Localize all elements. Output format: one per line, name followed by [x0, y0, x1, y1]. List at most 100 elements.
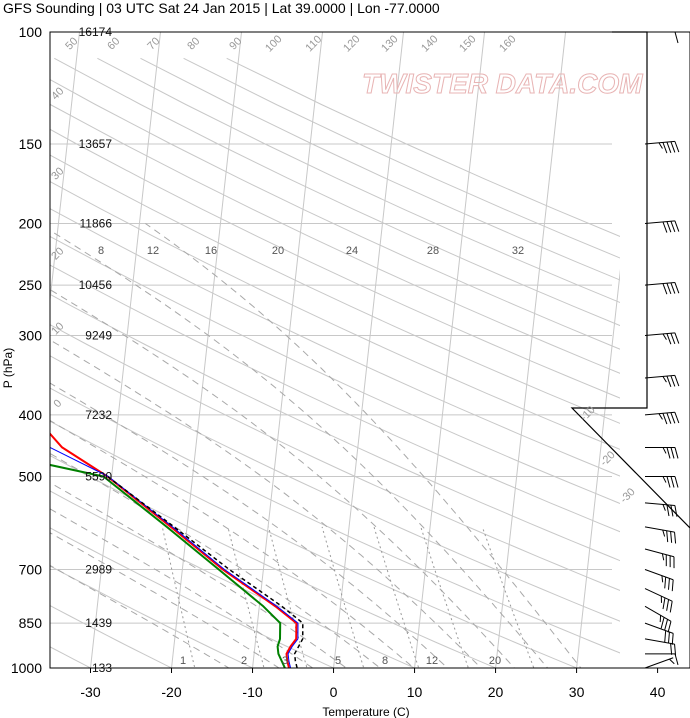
dewpoint-line	[50, 463, 286, 668]
height-label-150: 13657	[79, 137, 113, 151]
dry-adiabat	[50, 387, 620, 654]
isotherm	[171, 32, 243, 668]
moist-adiabat	[50, 382, 449, 668]
dry-adiabat-label: 30	[49, 165, 66, 182]
wind-barb-flag	[667, 578, 670, 590]
x-tick-label: -20	[161, 684, 181, 700]
isotherm	[50, 32, 80, 305]
wind-barb-flag	[666, 599, 670, 611]
height-label-850: 1439	[85, 616, 112, 630]
wind-barb-flag	[666, 333, 672, 345]
dry-adiabat-label: 10	[49, 320, 66, 337]
wind-barb-flag	[662, 376, 667, 383]
dry-adiabat-label: 160	[497, 33, 518, 54]
dry-adiabat	[50, 490, 416, 668]
pressure-tick-250: 250	[19, 277, 43, 293]
wind-barb-staff	[644, 140, 675, 145]
isotherm	[576, 268, 620, 668]
mixing-ratio-label: 1	[180, 655, 186, 667]
x-tick-label: 0	[330, 684, 338, 700]
wind-barb-flag	[671, 579, 674, 592]
wind-barb-flag	[666, 141, 672, 153]
pressure-tick-150: 150	[19, 136, 43, 152]
wind-barb-flag	[674, 653, 679, 665]
isotherm	[495, 32, 567, 668]
temperature-line	[50, 432, 298, 668]
wind-barb-flag	[670, 531, 673, 543]
wind-barb-flag	[670, 505, 674, 517]
dry-adiabat	[50, 79, 620, 350]
wind-barb-flag	[662, 221, 668, 233]
x-axis-label: Temperature (C)	[322, 705, 409, 718]
wind-barb-staff	[644, 638, 675, 645]
wind-barb-staff	[644, 502, 675, 506]
dry-adiabat	[50, 324, 620, 591]
wind-barb-flag	[666, 530, 669, 543]
wind-barb-flag	[671, 633, 674, 645]
sounding-series	[50, 432, 304, 668]
mixing-ratio-label: 2	[241, 655, 247, 667]
wind-barb-flag	[674, 375, 680, 387]
mixing-ratio-line	[373, 526, 420, 668]
wind-barb-flag	[662, 333, 667, 340]
x-tick-label: -10	[242, 684, 262, 700]
wind-barb-flag	[658, 413, 663, 420]
wind-barb-staff	[644, 569, 674, 581]
moist-adiabat	[50, 229, 549, 668]
wind-barb-flag	[662, 504, 666, 511]
mixing-ratio-line	[481, 526, 535, 668]
wind-barb-staff	[644, 526, 675, 533]
dry-adiabat-label: 40	[49, 85, 66, 102]
dry-adiabat-label: 120	[341, 33, 362, 54]
height-label-300: 9249	[85, 328, 112, 342]
moist-adiabat	[50, 564, 230, 668]
isotherm	[658, 32, 690, 668]
wind-barb-flag	[662, 597, 666, 610]
wind-barb-flag	[664, 619, 669, 631]
mixing-ratio-label: 8	[382, 655, 388, 667]
height-label-700: 2989	[85, 562, 112, 576]
wind-barb-flag	[670, 221, 676, 233]
wind-barb-flag	[670, 141, 676, 153]
grid-lines	[50, 32, 690, 668]
wind-barb-flag	[674, 412, 680, 424]
pressure-tick-1000: 1000	[11, 660, 42, 676]
wind-barb-flag	[670, 282, 676, 294]
mixing-ratio-label: 3	[282, 655, 288, 667]
isotherm	[333, 32, 405, 668]
wind-barb-flag	[666, 221, 672, 233]
moist-adiabat	[50, 339, 482, 668]
wind-barb-flag	[660, 617, 665, 629]
mixing-ratio-label: 5	[335, 655, 341, 667]
wind-barb-flag	[674, 31, 679, 44]
moist-adiabat	[50, 289, 515, 668]
dry-adiabat	[50, 154, 620, 424]
dry-adiabat	[50, 264, 620, 533]
wind-barb-flag	[674, 332, 680, 344]
wind-barb-flag	[662, 476, 667, 483]
wind-barb-flag	[670, 375, 676, 387]
wind-barb-staff	[644, 281, 675, 286]
dry-adiabat	[54, 57, 620, 327]
wind-barb-flag	[674, 447, 679, 459]
dry-adiabat-label: 130	[379, 33, 400, 54]
dry-adiabat	[50, 293, 620, 562]
wind-barb-flag	[670, 333, 676, 345]
dry-adiabat	[50, 235, 620, 505]
wind-barb-flag	[662, 413, 668, 425]
dry-adiabat-label: 80	[185, 35, 202, 52]
dry-adiabat-label: 0	[51, 397, 64, 410]
wind-barb-flag	[662, 447, 667, 454]
wind-barb-flag	[666, 504, 670, 517]
wind-barb-flag	[674, 476, 679, 488]
mixing-ratio-line	[420, 526, 469, 668]
mixing-ratio-label: 20	[489, 655, 501, 667]
wind-barb-flag	[674, 532, 677, 544]
pressure-tick-100: 100	[19, 24, 43, 40]
wind-barb-flag	[674, 220, 680, 232]
wind-barb-flag	[666, 447, 671, 459]
plot-frame	[49, 31, 690, 669]
dry-adiabat-label: 150	[457, 33, 478, 54]
moist-adiabat	[50, 532, 280, 668]
isotherm	[414, 32, 486, 668]
